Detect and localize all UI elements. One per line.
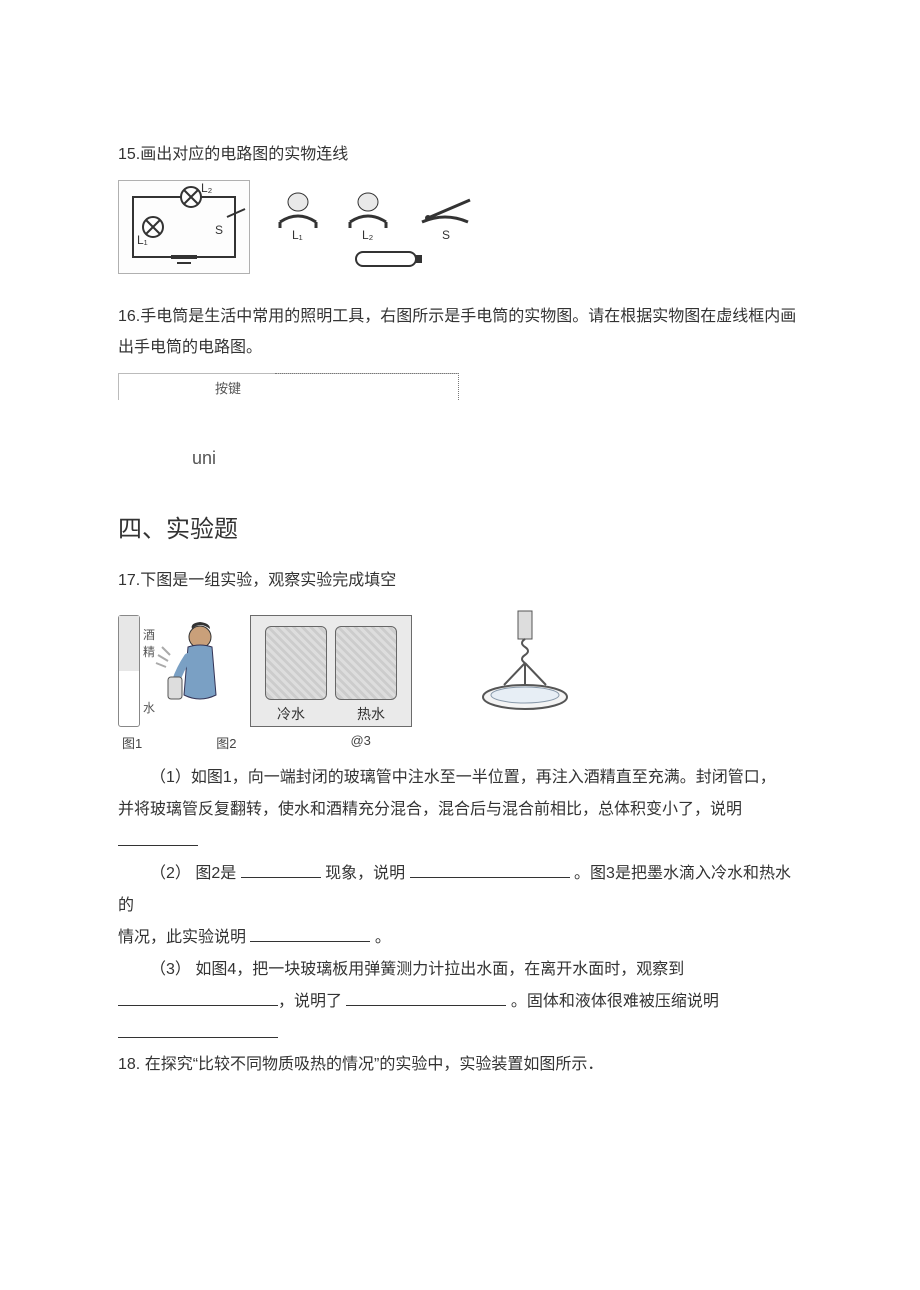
- blank[interactable]: [118, 1021, 278, 1038]
- q17-intro: 下图是一组实验，观察实验完成填空: [140, 572, 396, 589]
- q15-label-l2: L₂: [201, 181, 212, 195]
- person-icon: [152, 617, 238, 727]
- q16-prompt: 16.手电筒是生活中常用的照明工具，右图所示是手电筒的实物图。请在根据实物图在虚…: [118, 302, 802, 363]
- q17-fig2: [152, 617, 238, 727]
- q15-figure-row: L₁ L₂ S: [118, 180, 802, 274]
- q17-p1b: 并将玻璃管反复翻转，使水和酒精充分混合，混合后与混合前相比，总体积变小了，说明: [118, 794, 802, 826]
- q17-p3c: 。固体和液体很难被压缩说明: [506, 993, 718, 1010]
- q15-part-l1: L₁: [292, 228, 303, 242]
- cans-icon: 冷水 热水: [250, 615, 412, 727]
- fig3-label: @3: [350, 733, 370, 752]
- q17-fig3: 冷水 热水: [250, 615, 412, 727]
- fig1-label: 图1: [122, 733, 142, 752]
- q17-prompt: 17.下图是一组实验，观察实验完成填空: [118, 566, 802, 596]
- q15-circuit-diagram: L₁ L₂ S: [118, 180, 250, 274]
- q15-part-s: S: [442, 228, 450, 242]
- q17-p3a: （3） 如图4，把一块玻璃板用弹簧测力计拉出水面，在离开水面时，观察到: [118, 954, 802, 986]
- blank[interactable]: [118, 989, 278, 1006]
- q17-fig4: [464, 607, 584, 727]
- q18-prompt: 18. 在探究“比较不同物质吸热的情况”的实验中，实验装置如图所示．: [118, 1050, 802, 1080]
- q17-p3b: ，说明了: [278, 993, 346, 1010]
- q17-fig1: 酒精 水: [118, 615, 140, 727]
- blank[interactable]: [250, 925, 370, 942]
- q15-label-s: S: [215, 223, 223, 237]
- q18-text: 在探究“比较不同物质吸热的情况”的实验中，实验装置如图所示．: [140, 1056, 603, 1073]
- q17-p1-blank: [118, 826, 802, 858]
- q17-figure-row: 酒精 水 冷水 热水: [118, 607, 802, 727]
- q15-prompt: 15.画出对应的电路图的实物连线: [118, 140, 802, 170]
- q15-label-l1: L₁: [137, 233, 148, 247]
- q15-text: 画出对应的电路图的实物连线: [140, 146, 348, 163]
- q17-p2a: （2） 图2是: [150, 865, 241, 882]
- q17-fig-labels: 图1 图2 @3: [122, 733, 802, 752]
- q15-number: 15.: [118, 146, 140, 163]
- blank[interactable]: [241, 861, 321, 878]
- q15-parts-diagram: L₁ L₂ S: [260, 182, 530, 274]
- q17-p2-line2: 情况，此实验说明 。: [118, 922, 802, 954]
- q15-part-l2: L₂: [362, 228, 373, 242]
- cans-right-label: 热水: [357, 704, 385, 724]
- q18-number: 18.: [118, 1056, 140, 1073]
- section-4-title: 四、实验题: [118, 509, 802, 544]
- uni-text: uni: [192, 448, 802, 469]
- q16-dotted-frame: [275, 373, 459, 400]
- q16-figure: 按键: [118, 373, 459, 400]
- blank[interactable]: [118, 829, 198, 846]
- blank[interactable]: [346, 989, 506, 1006]
- q17-p1a: （1）如图1，向一端封闭的玻璃管中注水至一半位置，再注入酒精直至充满。封闭管口，: [118, 762, 802, 794]
- cans-left-label: 冷水: [277, 704, 305, 724]
- tube-top-label: 酒精: [143, 626, 155, 660]
- tube-icon: 酒精 水: [118, 615, 140, 727]
- q16-img-label: 按键: [215, 378, 241, 397]
- q17-p2d: 情况，此实验说明: [118, 929, 250, 946]
- q17-p3-line2: ，说明了 。固体和液体很难被压缩说明: [118, 986, 802, 1050]
- q17-number: 17.: [118, 572, 140, 589]
- fig2-label: 图2: [216, 733, 236, 752]
- q16-text: 手电筒是生活中常用的照明工具，右图所示是手电筒的实物图。请在根据实物图在虚线框内…: [118, 308, 796, 355]
- q17-p2: （2） 图2是 现象，说明 。图3是把墨水滴入冷水和热水的: [118, 858, 802, 922]
- q17-p2b: 现象，说明: [321, 865, 410, 882]
- blank[interactable]: [410, 861, 570, 878]
- spring-dish-icon: [464, 607, 584, 727]
- tube-bot-label: 水: [143, 699, 155, 716]
- q16-number: 16.: [118, 308, 140, 325]
- q17-p2e: 。: [370, 929, 390, 946]
